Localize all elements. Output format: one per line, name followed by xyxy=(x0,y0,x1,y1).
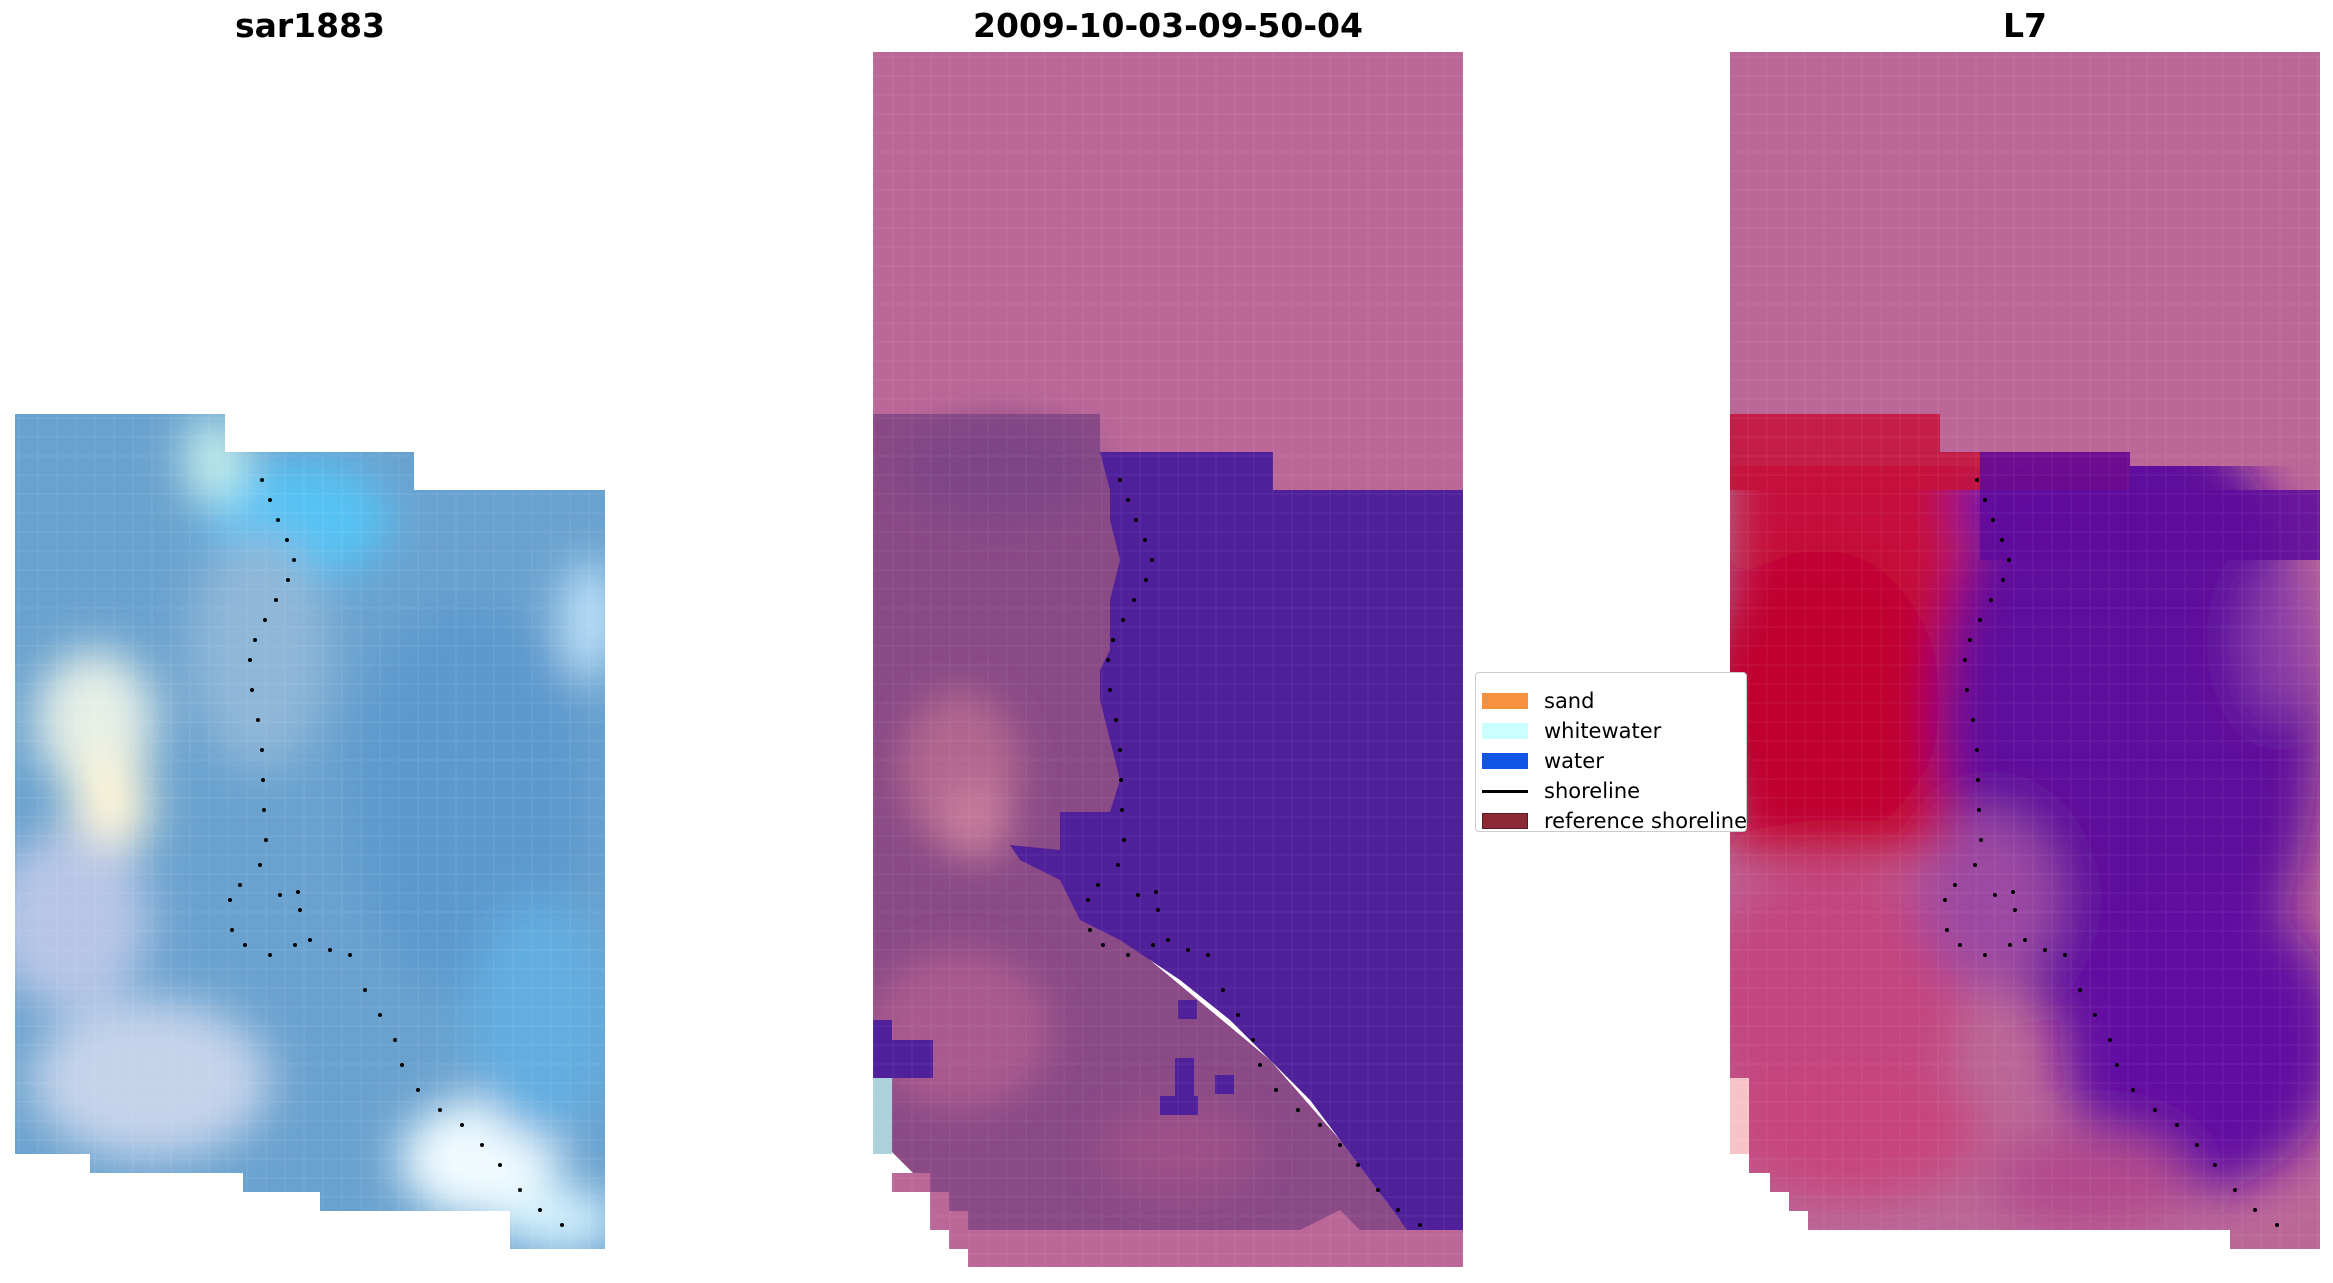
panel-title-rgb: sar1883 xyxy=(234,6,386,45)
legend-label: reference shoreline xyxy=(1544,809,1747,832)
ndwi-image xyxy=(1730,52,2320,1267)
panel-title-ndwi: L7 xyxy=(2003,6,2047,45)
sand-swatch xyxy=(1482,693,1528,709)
classified-image xyxy=(873,52,1463,1267)
water-swatch xyxy=(1482,753,1528,769)
panel-title-classified: 2009-10-03-09-50-04 xyxy=(973,6,1363,45)
shoreline-line-swatch xyxy=(1482,789,1528,793)
legend-item-reference-shoreline: reference shoreline xyxy=(1482,808,1747,832)
rgb-image xyxy=(15,414,605,1249)
legend: sand whitewater water shoreline referenc… xyxy=(1475,672,1747,832)
legend-label: shoreline xyxy=(1544,779,1641,803)
shoreline-dots-left xyxy=(228,478,564,1227)
legend-item-water: water xyxy=(1482,748,1604,774)
shoreline-dots-middle xyxy=(1086,478,1422,1227)
legend-item-whitewater: whitewater xyxy=(1482,718,1661,744)
reference-shoreline-swatch xyxy=(1482,813,1528,829)
legend-label: sand xyxy=(1544,689,1595,713)
legend-item-sand: sand xyxy=(1482,688,1594,714)
legend-label: whitewater xyxy=(1544,719,1662,743)
legend-label: water xyxy=(1544,749,1604,773)
legend-item-shoreline: shoreline xyxy=(1482,778,1640,804)
shoreline-dots-right xyxy=(1943,478,2279,1227)
whitewater-swatch xyxy=(1482,723,1528,739)
